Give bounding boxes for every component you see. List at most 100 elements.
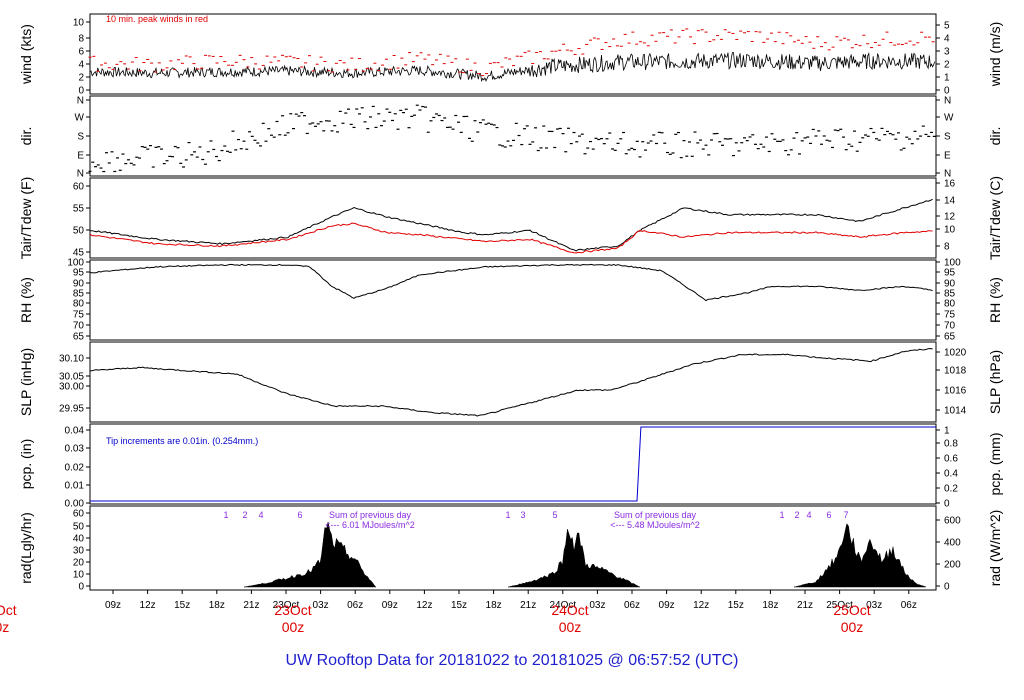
left-tick-label: 2 — [78, 73, 84, 84]
right-tick-label: N — [944, 96, 951, 107]
day-label-23Oct: 23Oct — [274, 602, 311, 618]
left-tick-label: 95 — [73, 268, 85, 279]
y-axis-label-left: Tair/Tdew (F) — [18, 177, 34, 259]
y-axis-label-left: dir. — [18, 127, 34, 146]
x-tick-label: 09z — [659, 600, 675, 611]
day-label-22Oct: 22Oct — [0, 602, 17, 618]
right-tick-label: 75 — [944, 310, 956, 321]
day-label-24Oct: 24Oct — [551, 602, 588, 618]
right-tick-label: 0.2 — [944, 484, 958, 495]
left-tick-label: 30 — [73, 546, 85, 557]
radiation-sum-note: Sum of previous day — [614, 510, 697, 520]
left-tick-label: 30.00 — [59, 382, 84, 393]
right-tick-label: 14 — [944, 196, 956, 207]
left-tick-label: 45 — [73, 248, 85, 259]
left-tick-label: 29.95 — [59, 404, 84, 415]
day-sublabel: 00z — [0, 619, 9, 635]
rh-line — [89, 263, 933, 302]
left-tick-label: 65 — [73, 332, 85, 343]
x-tick-label: 15z — [451, 600, 467, 611]
right-tick-label: 1 — [944, 73, 950, 84]
day-sublabel: 00z — [282, 619, 305, 635]
y-axis-label-right: dir. — [987, 127, 1003, 146]
wind-peak-marks — [88, 28, 935, 77]
right-tick-label: 100 — [944, 258, 961, 269]
x-tick-label: 06z — [624, 600, 640, 611]
left-tick-label: 8 — [78, 34, 84, 45]
right-tick-label: 0.6 — [944, 454, 958, 465]
right-tick-label: 0 — [944, 582, 950, 593]
x-tick-label: 03z — [866, 600, 882, 611]
x-tick-label: 09z — [105, 600, 121, 611]
wind-annotation: 10 min. peak winds in red — [106, 14, 208, 24]
day-label-25Oct: 25Oct — [833, 602, 870, 618]
right-tick-label: 0 — [944, 86, 950, 97]
right-tick-label: 12 — [944, 212, 956, 223]
left-tick-label: 0.00 — [65, 499, 85, 510]
left-tick-label: 6 — [78, 47, 84, 58]
right-tick-label: 0 — [944, 499, 950, 510]
radiation-hour-label: 3 — [520, 510, 525, 520]
y-axis-label-right: wind (m/s) — [987, 22, 1003, 88]
left-tick-label: 0.04 — [65, 426, 85, 437]
left-tick-label: 70 — [73, 321, 85, 332]
radiation-sum-note: <--- 6.01 MJoules/m^2 — [325, 520, 415, 530]
series-line-tair — [90, 198, 933, 252]
left-tick-label: 75 — [73, 310, 85, 321]
left-tick-label: S — [77, 132, 84, 143]
x-tick-label: 03z — [589, 600, 605, 611]
radiation-hour-label: 7 — [843, 510, 848, 520]
x-tick-label: 09z — [382, 600, 398, 611]
y-axis-label-left: wind (kts) — [18, 24, 34, 85]
x-tick-label: 24Oct — [549, 600, 576, 611]
left-tick-label: 10 — [73, 18, 85, 29]
x-tick-label: 18z — [762, 600, 778, 611]
left-tick-label: W — [75, 113, 85, 124]
panel-frame-wind — [89, 13, 937, 95]
y-axis-label-left: pcp. (in) — [18, 439, 34, 490]
left-tick-label: 100 — [67, 258, 84, 269]
footer-title: UW Rooftop Data for 20181022 to 20181025… — [286, 652, 739, 669]
right-tick-label: 65 — [944, 332, 956, 343]
x-tick-label: 25Oct — [826, 600, 853, 611]
x-tick-label: 12z — [416, 600, 432, 611]
right-tick-label: 4 — [944, 34, 950, 45]
right-tick-label: 10 — [944, 225, 956, 236]
panel-frame-temperature — [89, 177, 937, 259]
panel-frame-direction — [89, 95, 937, 177]
panel-frame-relative-humidity — [89, 259, 937, 341]
x-tick-label: 21z — [520, 600, 536, 611]
left-tick-label: 0 — [78, 86, 84, 97]
radiation-area-day-1 — [243, 521, 377, 588]
radiation-hour-label: 6 — [297, 510, 302, 520]
left-tick-label: N — [77, 96, 84, 107]
left-tick-label: 50 — [73, 522, 85, 533]
right-tick-label: 200 — [944, 560, 961, 571]
x-tick-label: 06z — [347, 600, 363, 611]
left-tick-label: N — [77, 169, 84, 180]
left-tick-label: 60 — [73, 182, 85, 193]
panel-frame-sea-level-pressure — [89, 341, 937, 423]
x-tick-label: 18z — [209, 600, 225, 611]
left-tick-label: E — [77, 151, 84, 162]
right-tick-label: S — [944, 132, 951, 143]
right-tick-label: 0.8 — [944, 439, 958, 450]
right-tick-label: 85 — [944, 289, 956, 300]
left-tick-label: 90 — [73, 279, 85, 290]
panel-frame-radiation — [89, 505, 937, 591]
y-axis-label-right: SLP (hPa) — [987, 350, 1003, 414]
right-tick-label: 1014 — [944, 406, 967, 417]
left-tick-label: 20 — [73, 558, 85, 569]
radiation-sum-note: Sum of previous day — [329, 510, 412, 520]
x-tick-label: 06z — [901, 600, 917, 611]
left-tick-label: 55 — [73, 204, 85, 215]
x-tick-label: 21z — [243, 600, 259, 611]
radiation-area-day-2 — [507, 529, 641, 588]
x-tick-label: 15z — [728, 600, 744, 611]
radiation-hour-label: 6 — [826, 510, 831, 520]
wind-speed-line — [89, 51, 936, 83]
right-tick-label: W — [944, 113, 954, 124]
right-tick-label: 1016 — [944, 386, 967, 397]
left-tick-label: 10 — [73, 570, 85, 581]
y-axis-label-left: rad(Lgly/hr) — [18, 512, 34, 584]
